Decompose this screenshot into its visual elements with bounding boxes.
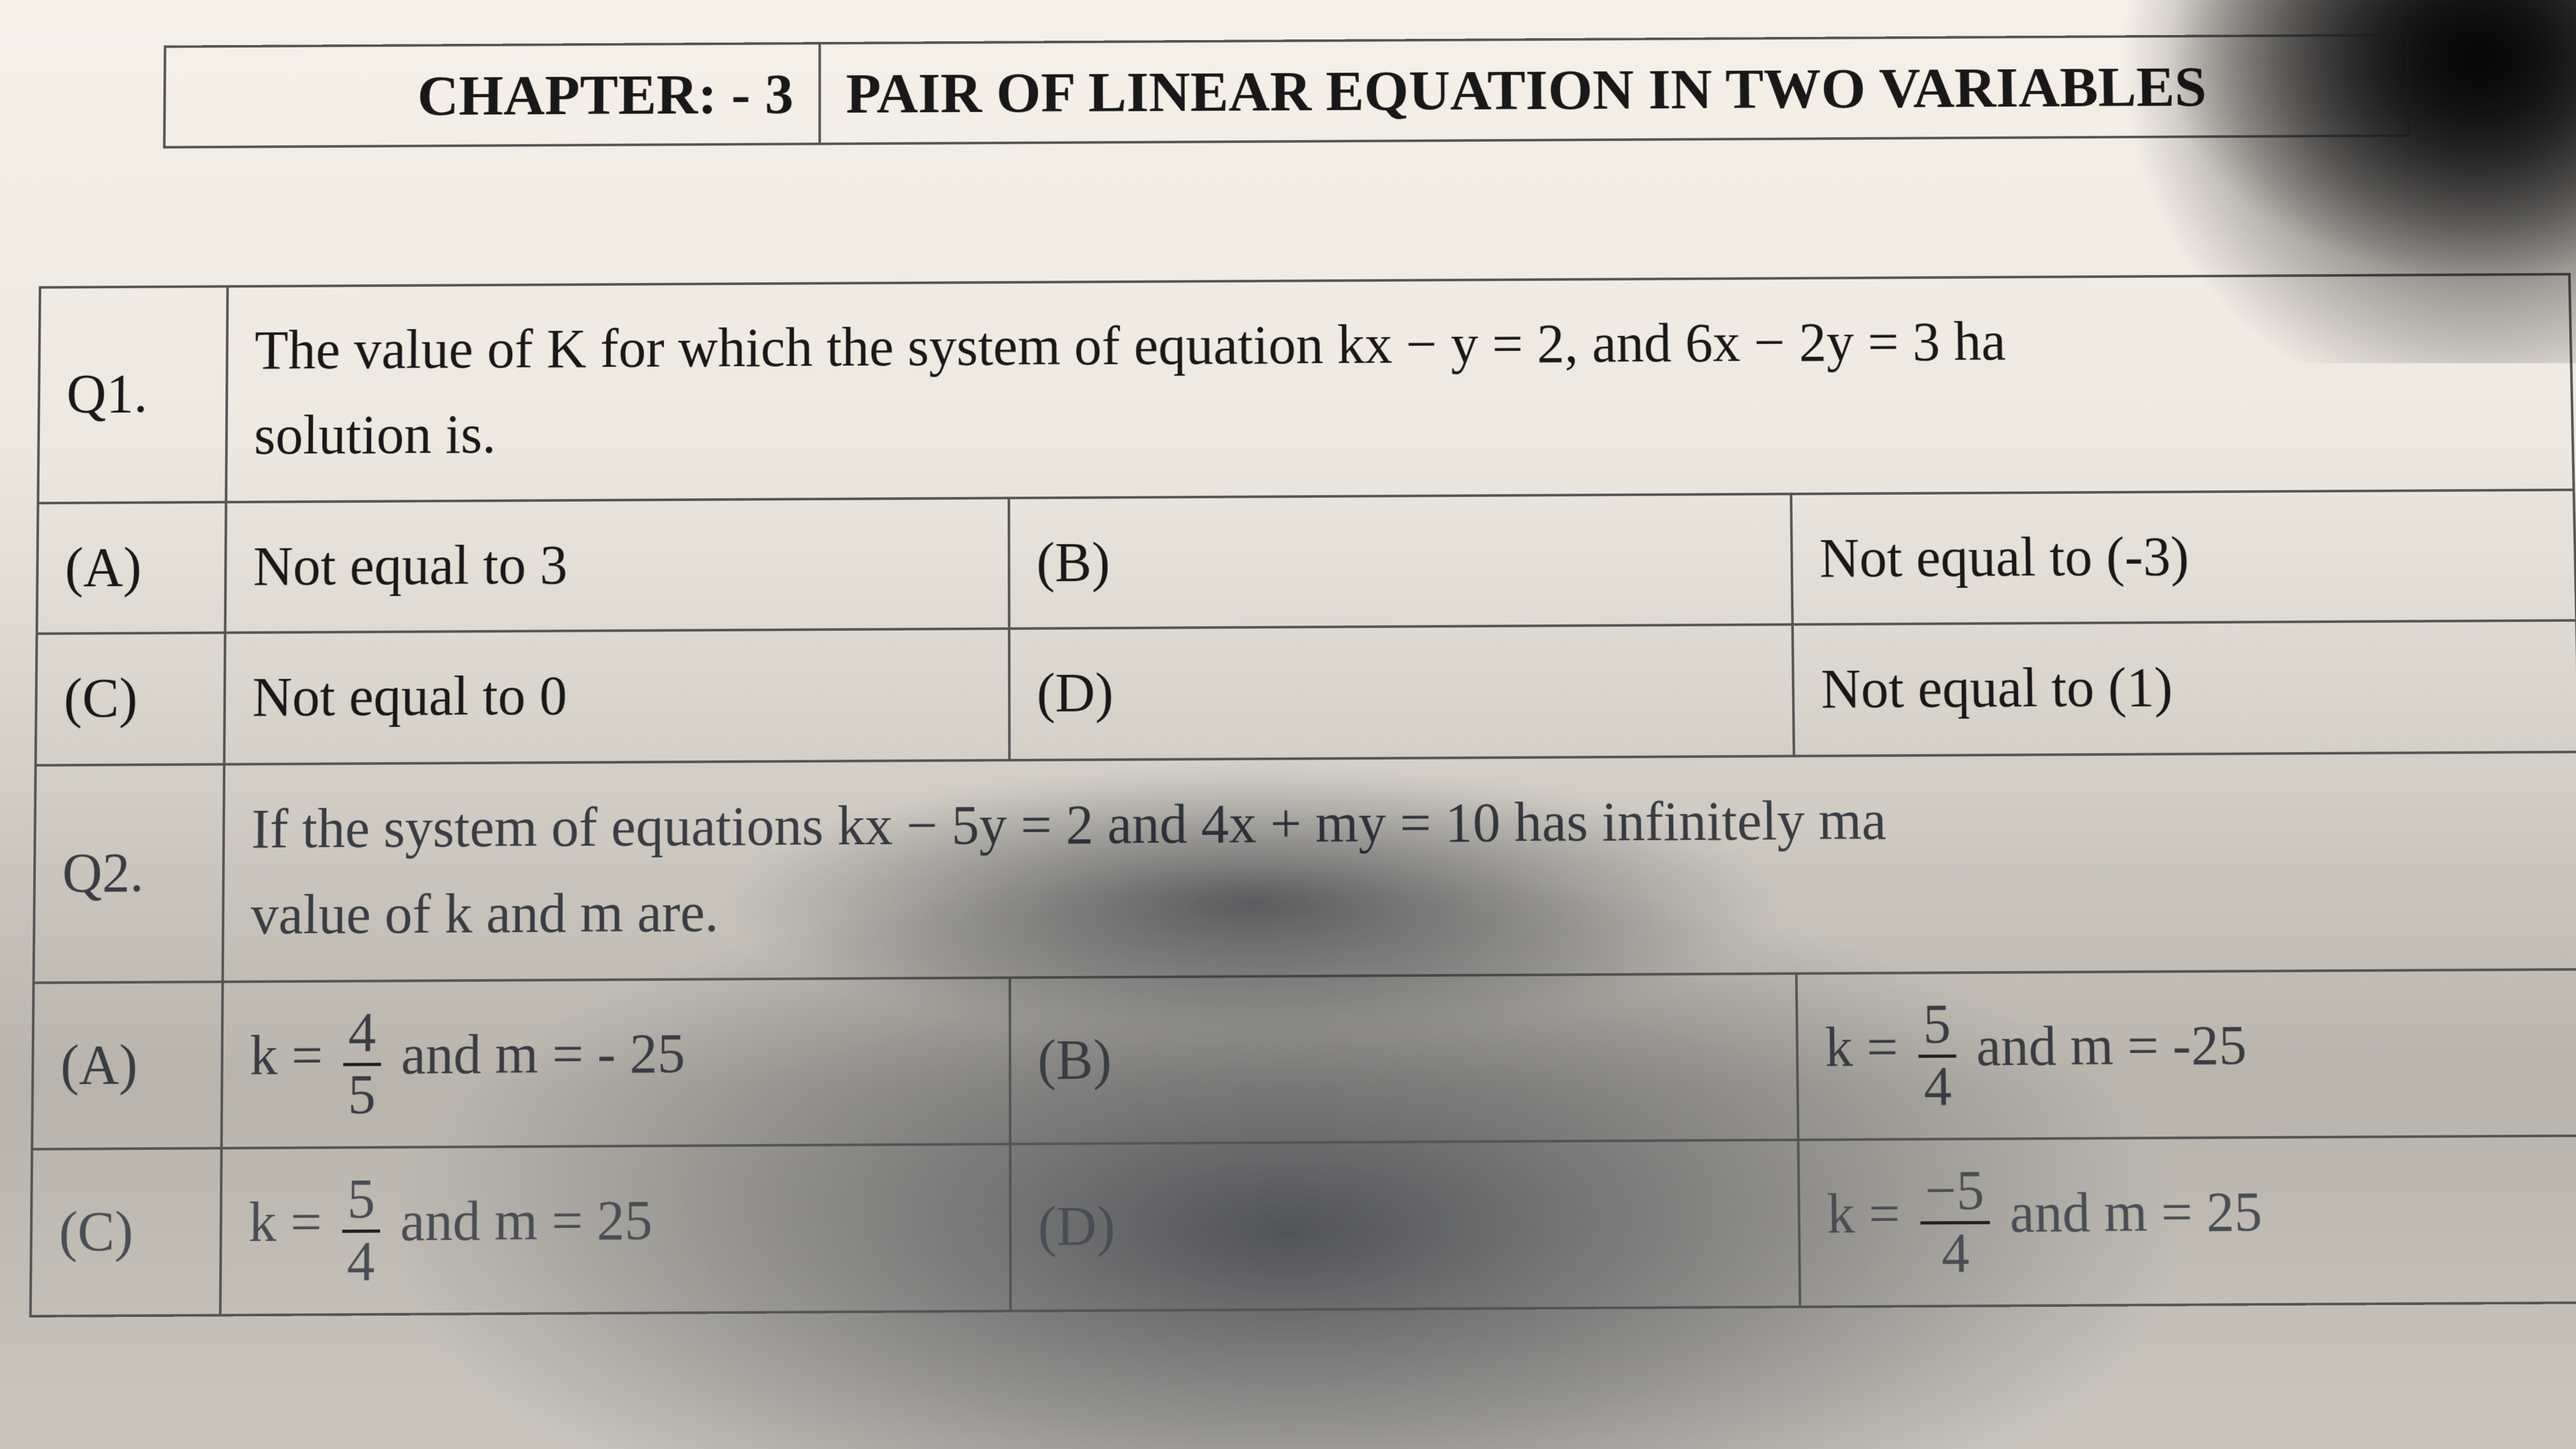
q2-optB-label: (B) — [1009, 974, 1798, 1144]
q1-optA-label: (A) — [37, 502, 226, 634]
q1-line1: The value of K for which the system of e… — [254, 311, 2006, 381]
q2-optB-frac: 5 4 — [1917, 996, 1957, 1116]
q2-optB-num: 5 — [1917, 996, 1956, 1055]
q1-optC-label: (C) — [36, 633, 225, 765]
q2-options-row2: (C) k = 5 4 and m = 25 (D) k = −5 4 — [31, 1136, 2576, 1316]
q2-optD-den: 4 — [1920, 1220, 1991, 1283]
q2-optB-mid: and m = -25 — [1976, 1015, 2247, 1078]
q2-optC-num: 5 — [342, 1170, 380, 1229]
q1-optD-text: Not equal to (1) — [1793, 621, 2576, 756]
q1-number: Q1. — [38, 286, 228, 503]
q2-options-row1: (A) k = 4 5 and m = - 25 (B) k = 5 4 — [32, 969, 2576, 1149]
q1-optD-label: (D) — [1009, 624, 1794, 760]
q2-optD-label: (D) — [1010, 1140, 1800, 1311]
worksheet-page: CHAPTER: - 3 PAIR OF LINEAR EQUATION IN … — [0, 0, 2576, 1449]
q1-line2: solution is. — [254, 405, 496, 467]
chapter-header-table: CHAPTER: - 3 PAIR OF LINEAR EQUATION IN … — [163, 34, 2409, 148]
q2-optC-den: 4 — [342, 1229, 380, 1292]
q2-number: Q2. — [34, 764, 224, 983]
q2-optC-label: (C) — [31, 1148, 222, 1316]
q2-optC-text: k = 5 4 and m = 25 — [220, 1144, 1011, 1315]
page-content: CHAPTER: - 3 PAIR OF LINEAR EQUATION IN … — [0, 33, 2576, 1318]
q2-optA-mid: and m = - 25 — [401, 1023, 685, 1086]
q1-optB-label: (B) — [1009, 494, 1793, 629]
chapter-title: PAIR OF LINEAR EQUATION IN TWO VARIABLES — [820, 35, 2409, 144]
q1-options-row1: (A) Not equal to 3 (B) Not equal to (-3) — [37, 490, 2576, 634]
q2-optD-text: k = −5 4 and m = 25 — [1798, 1136, 2576, 1307]
q1-row: Q1. The value of K for which the system … — [38, 274, 2574, 503]
q1-optB-text: Not equal to (-3) — [1791, 490, 2576, 624]
q2-optA-num: 4 — [343, 1004, 381, 1063]
q2-optA-den: 5 — [343, 1063, 381, 1125]
q2-text: If the system of equations kx − 5y = 2 a… — [223, 751, 2576, 982]
q2-optA-label: (A) — [32, 982, 222, 1149]
q2-optB-text: k = 5 4 and m = -25 — [1796, 969, 2576, 1140]
q2-line2: value of k and m are. — [250, 882, 719, 946]
q1-optC-text: Not equal to 0 — [224, 629, 1009, 764]
q2-optC-mid: and m = 25 — [400, 1190, 652, 1253]
q1-optA-text: Not equal to 3 — [225, 498, 1009, 632]
q2-optA-text: k = 4 5 and m = - 25 — [222, 978, 1010, 1148]
q2-line1: If the system of equations kx − 5y = 2 a… — [251, 790, 1887, 860]
q2-optD-mid: and m = 25 — [2009, 1181, 2262, 1244]
q1-text: The value of K for which the system of e… — [226, 274, 2573, 502]
q2-row: Q2. If the system of equations kx − 5y =… — [34, 751, 2576, 982]
q1-options-row2: (C) Not equal to 0 (D) Not equal to (1) — [36, 621, 2576, 765]
q2-optA-frac: 4 5 — [343, 1004, 381, 1125]
q2-optC-frac: 5 4 — [342, 1170, 381, 1292]
chapter-label: CHAPTER: - 3 — [164, 43, 820, 147]
q2-optD-num: −5 — [1920, 1162, 1990, 1221]
q2-optB-den: 4 — [1919, 1055, 1957, 1116]
questions-table: Q1. The value of K for which the system … — [29, 273, 2576, 1318]
q2-optD-frac: −5 4 — [1920, 1162, 1991, 1283]
